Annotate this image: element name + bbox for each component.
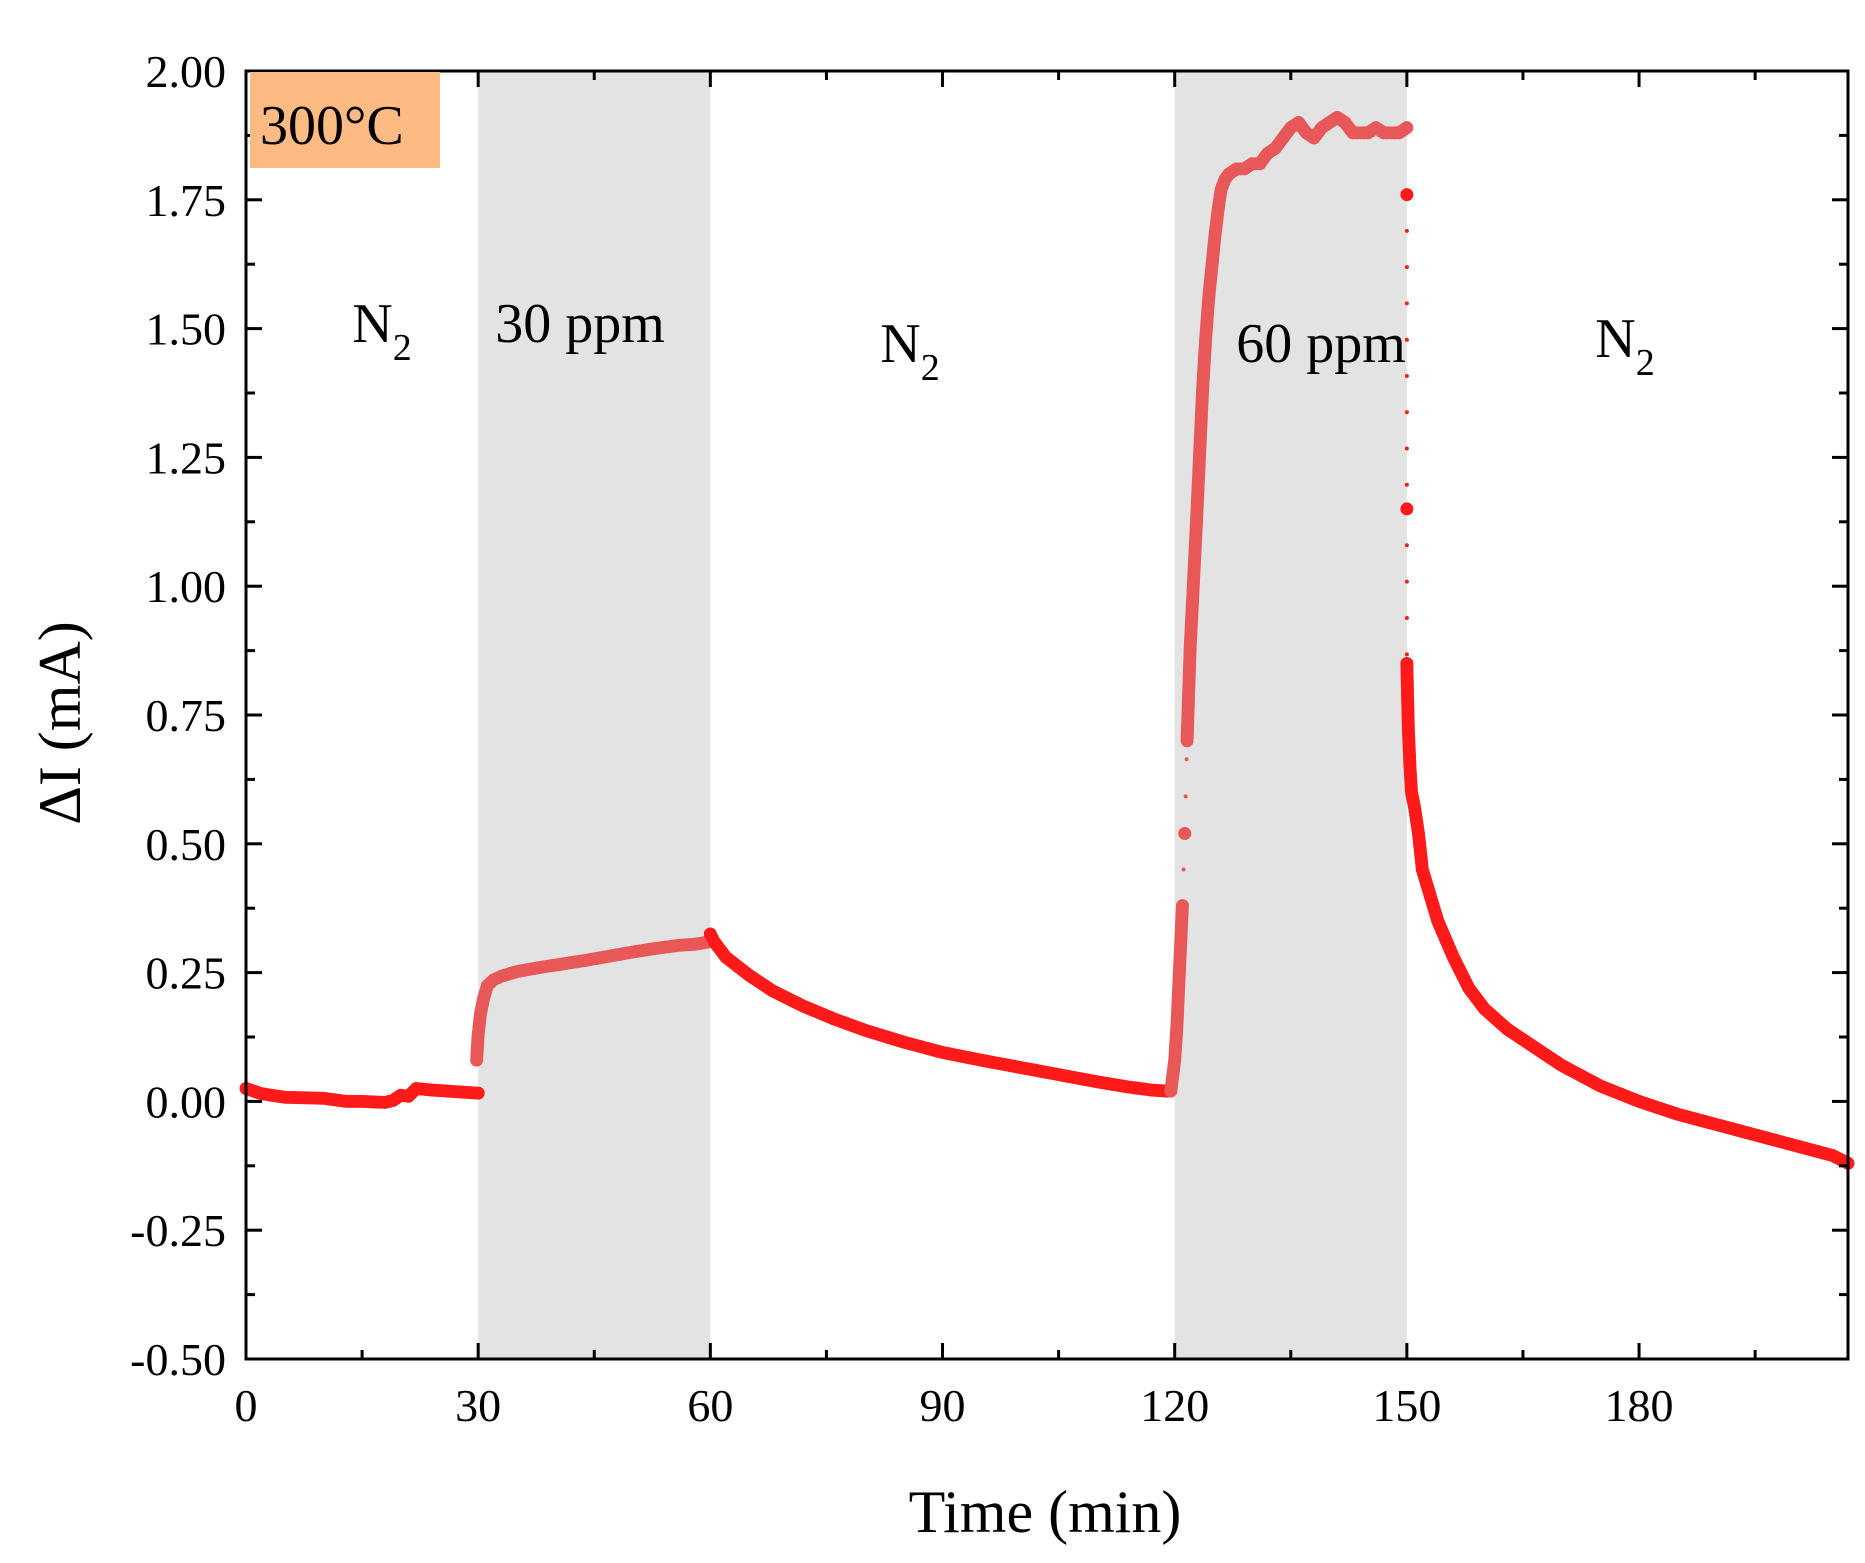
y-tick-label: 0.75 <box>146 690 227 741</box>
data-point-interp <box>1404 373 1409 378</box>
x-tick-label: 60 <box>687 1380 733 1431</box>
region-label-4: N2 <box>1595 308 1654 384</box>
y-tick-label: 2.00 <box>146 46 227 97</box>
y-tick-label: 1.75 <box>146 175 227 226</box>
series-0 <box>239 1082 485 1109</box>
y-tick-label: -0.25 <box>130 1205 226 1256</box>
series-3 <box>1164 110 1414 1098</box>
y-tick-label: 1.50 <box>146 304 227 355</box>
data-point-interp <box>1404 410 1409 415</box>
y-tick-label: 0.00 <box>146 1076 227 1127</box>
data-point-interp <box>1404 616 1409 621</box>
data-point-interp <box>1404 652 1409 657</box>
x-tick-label: 30 <box>455 1380 501 1431</box>
x-tick-label: 180 <box>1605 1380 1674 1431</box>
region-label-subscript: 2 <box>921 347 940 389</box>
y-axis-title: ΔI (mA) <box>27 621 93 825</box>
y-tick-label: 0.25 <box>146 948 227 999</box>
y-tick-label: 1.25 <box>146 432 227 483</box>
region-label-subscript: 2 <box>1636 342 1655 384</box>
temperature-badge-background <box>250 72 440 168</box>
x-tick-label: 0 <box>235 1380 258 1431</box>
data-points <box>239 110 1855 1170</box>
y-tick-label: 0.50 <box>146 819 227 870</box>
region-label-subscript: 2 <box>393 327 412 369</box>
data-point-interp <box>1404 543 1409 548</box>
x-tick-label: 90 <box>920 1380 966 1431</box>
data-point <box>1175 899 1189 913</box>
exposure-shading <box>478 71 1407 1359</box>
temperature-badge: 300°C <box>250 72 440 168</box>
data-point <box>1400 502 1414 516</box>
data-point-interp <box>1404 265 1409 270</box>
data-point-interp <box>1183 794 1188 799</box>
series-4 <box>1400 188 1855 1170</box>
data-point-interp <box>1404 228 1409 233</box>
y-tick-label: 1.00 <box>146 561 227 612</box>
data-point-interp <box>1404 337 1409 342</box>
series-2 <box>703 927 1174 1098</box>
region-label-3: 60 ppm <box>1236 313 1406 375</box>
data-point-interp <box>1184 757 1189 762</box>
data-point <box>1178 826 1192 840</box>
x-tick-label: 120 <box>1140 1380 1209 1431</box>
temperature-label: 300°C <box>260 95 404 157</box>
region-label-0: N2 <box>352 293 411 369</box>
data-point-interp <box>1404 301 1409 306</box>
data-point-interp <box>1181 867 1186 872</box>
y-tick-label: -0.50 <box>130 1334 226 1385</box>
region-label-2: N2 <box>880 313 939 389</box>
data-point-interp <box>1404 579 1409 584</box>
data-point-interp <box>1404 446 1409 451</box>
region-label-1: 30 ppm <box>495 293 665 355</box>
region-labels: N2 30 ppm N2 60 ppm N2 <box>352 293 1654 389</box>
series-1 <box>470 935 717 1067</box>
data-point <box>1400 188 1414 202</box>
data-point-interp <box>1404 482 1409 487</box>
shaded-region-1 <box>478 71 711 1359</box>
data-point <box>471 1086 485 1100</box>
ticks: 0 30 60 90 120 150 180 -0.50 -0.25 0.00 0.25 0.50 0.… <box>130 46 1848 1431</box>
data-point <box>1400 121 1414 135</box>
x-axis-title: Time (min) <box>909 1479 1182 1545</box>
x-tick-label: 150 <box>1372 1380 1441 1431</box>
